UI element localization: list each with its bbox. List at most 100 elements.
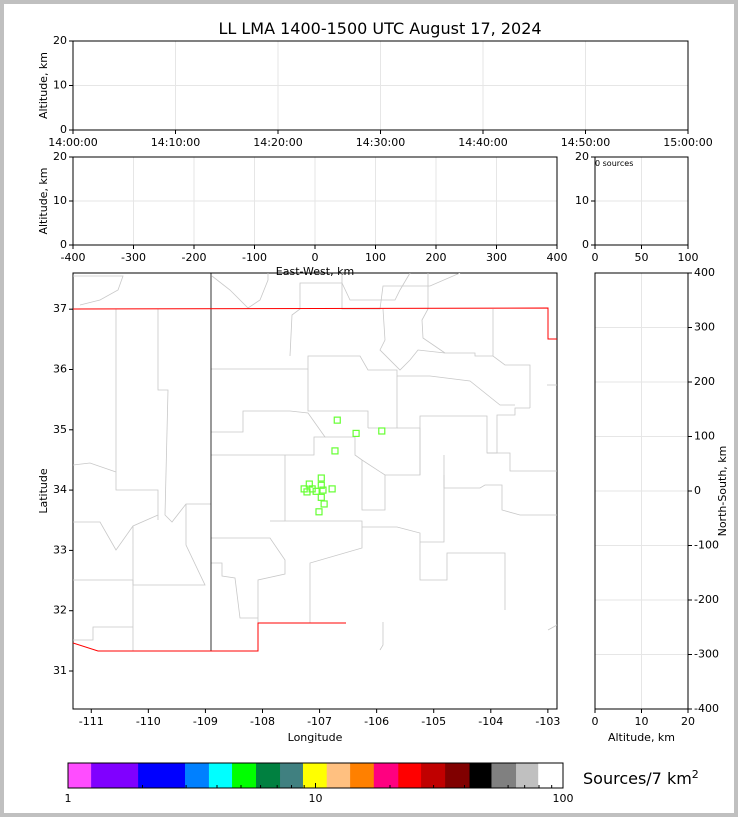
colorbar-tick-label: 100 xyxy=(553,792,574,805)
colorbar-segment xyxy=(398,763,422,788)
y-tick-label: 20 xyxy=(575,150,589,163)
colorbar-segment xyxy=(256,763,281,788)
colorbar-segment xyxy=(469,763,492,788)
y-tick-label: 31 xyxy=(53,664,67,677)
map-boundaries xyxy=(73,273,557,652)
colorbar: 1 10 100 xyxy=(65,762,574,805)
colorbar-segment xyxy=(68,763,92,788)
y-tick-label: 0 xyxy=(582,238,589,251)
y-tick-label: -300 xyxy=(694,648,719,661)
colorbar-segment xyxy=(373,763,399,788)
colorbar-tick-label: 10 xyxy=(309,792,323,805)
x-tick-label: -111 xyxy=(79,715,104,728)
plot-frame xyxy=(72,272,558,710)
county-lines xyxy=(73,273,557,651)
colorbar-segment xyxy=(421,763,446,788)
source-point xyxy=(317,474,325,482)
y-axis-label: Latitude xyxy=(37,468,50,514)
y-tick-label: 10 xyxy=(575,194,589,207)
panel-altitude-time: 14:00:00 14:10:00 14:20:00 14:30:00 14:40:00… xyxy=(37,34,713,149)
x-tick-label: 400 xyxy=(547,251,568,264)
x-tick-label: -109 xyxy=(193,715,218,728)
x-tick-label: 14:00:00 xyxy=(48,136,97,149)
y-axis-label: Altitude, km xyxy=(37,52,50,119)
x-tick-label: 20 xyxy=(681,715,695,728)
source-point xyxy=(331,447,339,455)
x-tick-label: 14:20:00 xyxy=(253,136,302,149)
x-axis-label: Altitude, km xyxy=(608,731,675,744)
colorbar-segment xyxy=(326,763,351,788)
colorbar-segment xyxy=(491,763,517,788)
source-point xyxy=(333,416,341,424)
colorbar-segment xyxy=(138,763,186,788)
panel-plan-view: -111 -110 -109 -108 -107 -106 -105 -104 -103 31 32… xyxy=(37,272,560,744)
y-tick-label: -100 xyxy=(694,539,719,552)
colorbar-label-superscript: 2 xyxy=(692,768,699,781)
y-tick-label: 400 xyxy=(694,266,715,279)
colorbar-label-text: Sources/7 km xyxy=(583,769,692,788)
x-tick-label: -107 xyxy=(307,715,332,728)
y-tick-label: 0 xyxy=(60,238,67,251)
y-axis-label: North-South, km xyxy=(716,446,729,537)
colorbar-label: Sources/7 km2 xyxy=(583,768,699,788)
x-tick-label: -100 xyxy=(242,251,267,264)
colorbar-segment xyxy=(538,763,564,788)
y-tick-label: -400 xyxy=(694,702,719,715)
y-tick-label: 36 xyxy=(53,362,67,375)
colorbar-segment xyxy=(516,763,539,788)
y-tick-label: 10 xyxy=(53,194,67,207)
x-tick-label: -110 xyxy=(136,715,161,728)
y-tick-label: -200 xyxy=(694,593,719,606)
x-tick-label: 10 xyxy=(635,715,649,728)
y-tick-label: 20 xyxy=(53,150,67,163)
source-point xyxy=(328,485,336,493)
y-tick-label: 20 xyxy=(53,34,67,47)
source-point xyxy=(315,508,323,516)
source-point xyxy=(319,486,327,494)
source-point xyxy=(317,481,325,489)
y-tick-label: 10 xyxy=(53,79,67,92)
y-tick-label: 32 xyxy=(53,604,67,617)
x-tick-label: -108 xyxy=(250,715,275,728)
source-points xyxy=(300,416,386,516)
panel-altitude-northsouth: 0 10 20-400 -300 -200 -100 0 100 200 300 400 North-… xyxy=(592,266,730,744)
x-tick-label: -105 xyxy=(421,715,446,728)
x-tick-label: -200 xyxy=(182,251,207,264)
source-count-annotation: 0 sources xyxy=(595,159,633,168)
source-point xyxy=(378,427,386,435)
x-tick-label: 0 xyxy=(312,251,319,264)
x-tick-label: 0 xyxy=(592,715,599,728)
x-tick-label: 100 xyxy=(678,251,699,264)
colorbar-segment xyxy=(208,763,233,788)
x-tick-label: 14:50:00 xyxy=(561,136,610,149)
panel-altitude-eastwest: -400 -300 -200 -100 0 100 200 300 400 0 10 20Altitu… xyxy=(37,150,568,278)
x-axis-label: East-West, km xyxy=(276,265,354,278)
x-tick-label: 0 xyxy=(592,251,599,264)
y-tick-label: 34 xyxy=(53,483,67,496)
x-tick-label: 100 xyxy=(365,251,386,264)
x-axis-label: Longitude xyxy=(288,731,343,744)
source-point xyxy=(352,429,360,438)
colorbar-segment xyxy=(280,763,304,788)
x-tick-label: 14:30:00 xyxy=(356,136,405,149)
colorbar-segment xyxy=(185,763,210,788)
y-tick-label: 300 xyxy=(694,321,715,334)
x-tick-label: 14:10:00 xyxy=(151,136,200,149)
source-point xyxy=(317,493,325,501)
panel-histogram: 0 50 100 0 10 20 0 sources xyxy=(575,150,699,264)
figure-title: LL LMA 1400-1500 UTC August 17, 2024 xyxy=(218,19,541,38)
x-tick-label: 200 xyxy=(426,251,447,264)
colorbar-segment xyxy=(232,763,257,788)
x-tick-label: -400 xyxy=(61,251,86,264)
new-mexico-outline xyxy=(73,307,557,340)
mexico-border xyxy=(73,622,346,652)
colorbar-segment xyxy=(350,763,375,788)
x-tick-label: -106 xyxy=(364,715,389,728)
y-tick-label: 100 xyxy=(694,430,715,443)
y-tick-label: 37 xyxy=(53,302,67,315)
colorbar-segment xyxy=(91,763,139,788)
x-tick-label: 50 xyxy=(635,251,649,264)
x-tick-label: 15:00:00 xyxy=(663,136,712,149)
y-tick-label: 0 xyxy=(694,484,701,497)
